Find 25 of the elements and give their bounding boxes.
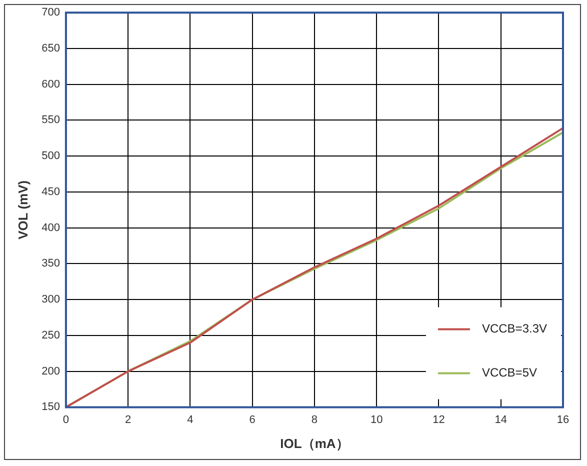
x-tick-label: 12 — [432, 414, 445, 426]
x-tick-label: 4 — [187, 414, 194, 426]
y-tick-label: 450 — [42, 186, 60, 198]
y-tick-label: 400 — [42, 222, 60, 234]
y-tick-label: 350 — [42, 258, 60, 270]
legend-label: VCCB=3.3V — [482, 322, 548, 336]
x-tick-label: 0 — [62, 414, 70, 426]
x-axis-title: IOL（mA） — [280, 436, 349, 451]
y-tick-label: 300 — [42, 294, 60, 306]
x-tick-label: 10 — [370, 414, 383, 426]
x-tick-label: 14 — [494, 414, 507, 426]
x-tick-label: 8 — [311, 414, 318, 426]
y-tick-label: 650 — [42, 42, 60, 55]
y-axis-title: VOL (mV) — [15, 180, 30, 240]
x-tick-label: 2 — [125, 414, 132, 426]
y-tick-label: 150 — [42, 401, 60, 414]
y-tick-label: 500 — [42, 150, 60, 162]
y-tick-label: 550 — [42, 114, 60, 126]
y-tick-label: 250 — [42, 329, 60, 342]
x-tick-label: 6 — [249, 414, 256, 426]
x-tick-label: 16 — [556, 414, 570, 426]
y-tick-label: 200 — [42, 365, 60, 378]
legend-label: VCCB=5V — [482, 366, 537, 380]
y-tick-label: 600 — [42, 78, 60, 90]
y-tick-label: 700 — [42, 6, 60, 19]
